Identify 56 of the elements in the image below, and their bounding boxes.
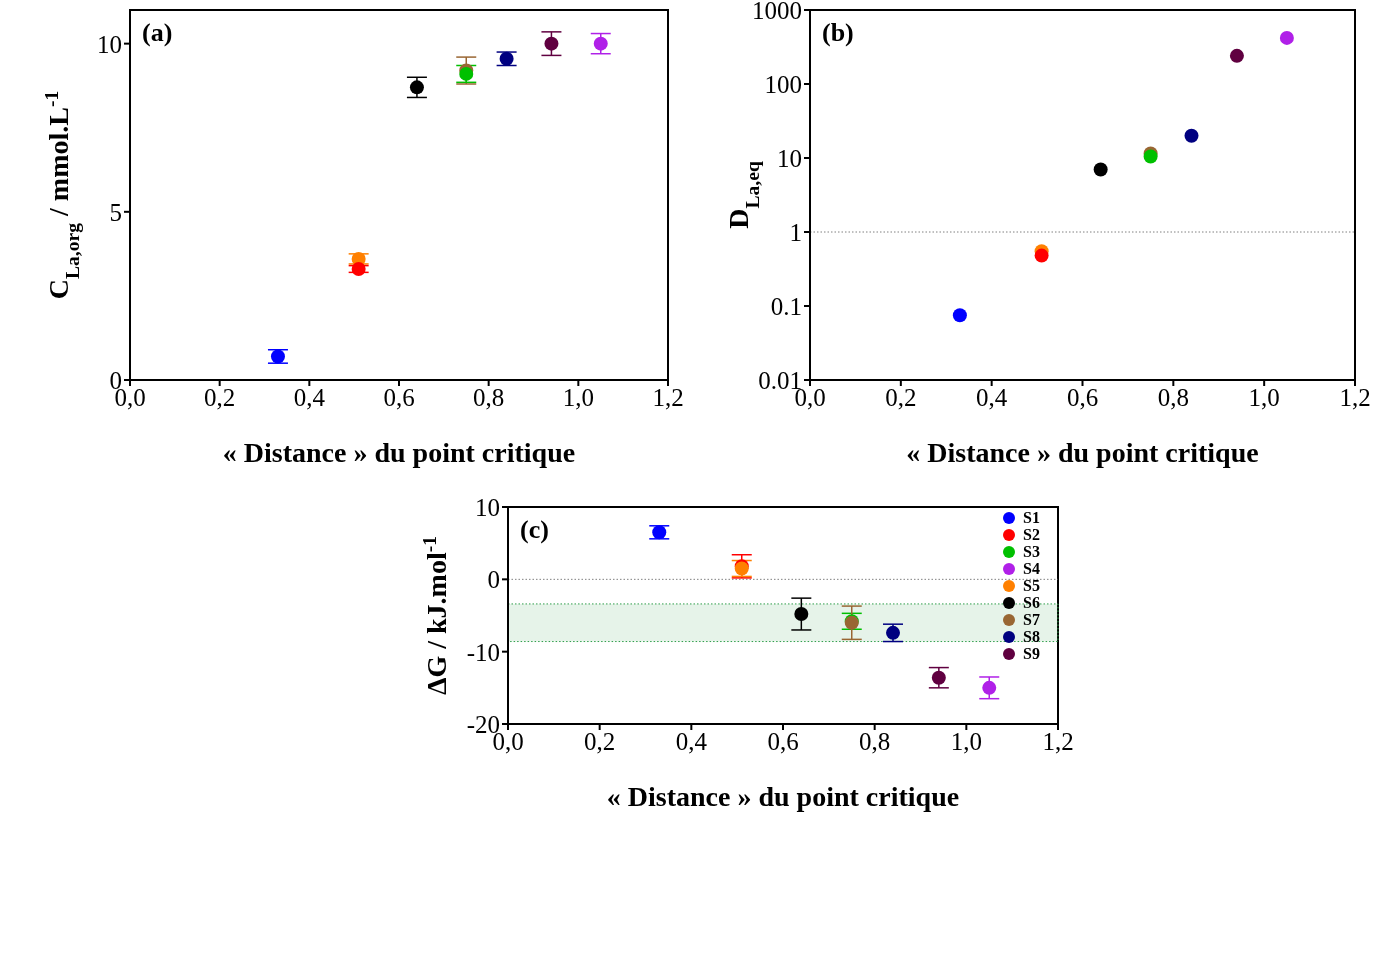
y-tick-label: 5 [109,198,122,226]
y-tick-label: 0 [487,566,500,594]
y-tick-label: 10 [475,493,500,521]
point [499,51,514,66]
x-tick-label: 1,0 [562,383,594,411]
point [982,680,997,695]
chart-title: (a) [142,18,173,48]
x-tick-label: 0,8 [473,383,505,411]
x-tick-label: 1,0 [950,727,982,755]
x-tick-label: 1,2 [1042,727,1074,755]
legend-label: S4 [1023,559,1040,578]
x-tick-label: 0,8 [1157,383,1189,411]
legend-label: S8 [1023,627,1040,646]
y-tick-label: -10 [466,638,500,666]
x-tick-label: 0,8 [859,727,891,755]
point [270,349,285,364]
x-tick-label: 0,4 [675,727,708,755]
point [1184,128,1199,143]
legend-label: S3 [1023,542,1040,561]
chart-title: (c) [520,515,549,545]
legend-label: S5 [1023,576,1040,595]
legend-label: S9 [1023,644,1040,663]
legend-label: S7 [1023,610,1040,629]
x-tick-label: 0,4 [976,383,1008,411]
point [544,36,559,51]
x-tick-label: 1,2 [652,383,684,411]
x-axis-title: « Distance » du point critique [906,437,1259,468]
x-tick-label: 1,0 [1248,383,1280,411]
point [794,607,809,622]
point [351,262,366,276]
point [1093,162,1108,177]
y-tick-label: 10 [777,144,802,172]
point [652,525,667,540]
x-tick-label: 0,4 [293,383,326,411]
x-axis-title: « Distance » du point critique [606,781,960,812]
y-tick-label: 1000 [752,0,802,24]
legend-label: S1 [1023,508,1040,527]
y-tick-label: 100 [764,70,802,98]
x-axis-title: « Distance » du point critique [222,437,576,468]
y-tick-label: 1 [789,218,802,246]
legend-label: S6 [1023,593,1040,612]
chart-title: (b) [822,18,854,48]
legend-label: S2 [1023,525,1040,544]
point [1034,248,1049,263]
x-tick-label: 0,6 [767,727,799,755]
x-tick-label: 0,6 [383,383,415,411]
x-tick-label: 0,2 [584,727,616,755]
x-tick-label: 1,2 [1339,383,1371,411]
x-tick-label: 0,2 [204,383,236,411]
point [952,308,967,323]
x-tick-label: 0,2 [885,383,917,411]
x-tick-label: 0,6 [1066,383,1099,411]
y-tick-label: 0.1 [770,292,802,320]
point [1279,30,1294,45]
y-tick-label: 10 [97,30,122,58]
point [1229,48,1244,63]
